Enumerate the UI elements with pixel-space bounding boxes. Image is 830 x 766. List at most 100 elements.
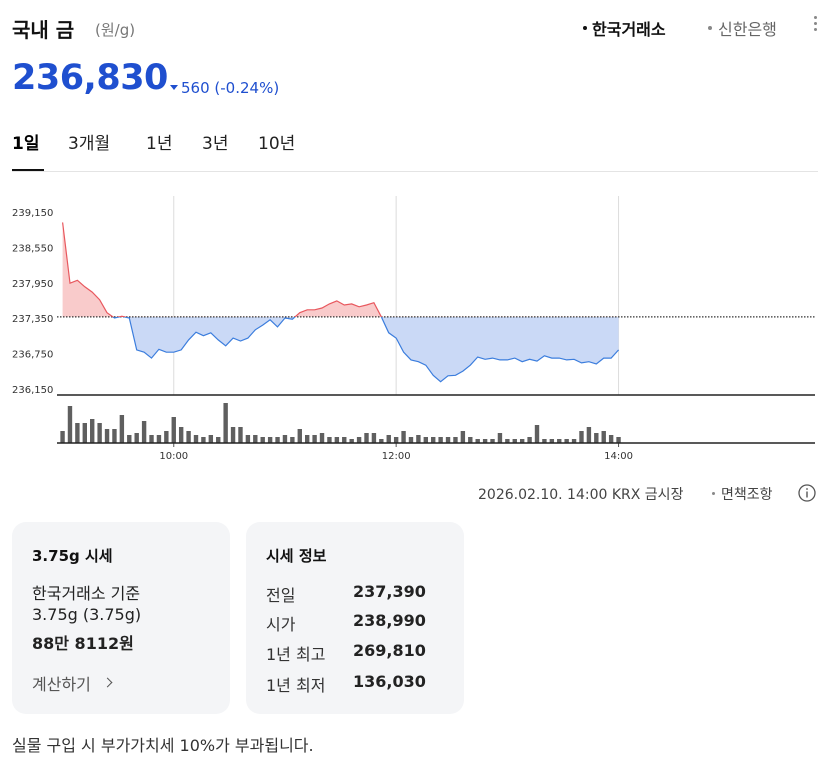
page-title: 국내 금	[12, 18, 75, 42]
volume-bar	[290, 437, 295, 443]
volume-bar	[245, 435, 251, 443]
price-area	[62, 222, 619, 382]
volume-bar	[475, 439, 480, 443]
disclaimer-link[interactable]: 면책조항	[721, 487, 773, 503]
volume-bar	[564, 439, 569, 443]
volume-bar	[401, 431, 406, 443]
volume-bar	[201, 437, 206, 443]
source-tab[interactable]: 신한은행	[718, 20, 777, 39]
volume-bar	[267, 437, 273, 443]
volume-bar	[393, 437, 399, 443]
volume-bar	[127, 435, 132, 443]
volume-bar	[334, 437, 340, 443]
card	[12, 522, 230, 714]
volume-bar	[186, 431, 191, 443]
volume-bar	[408, 437, 414, 443]
card	[246, 522, 464, 714]
x-tick-label: 10:00	[159, 451, 188, 462]
volume-bar	[497, 433, 503, 443]
volume-bar	[164, 431, 169, 443]
volume-bar	[468, 437, 473, 443]
volume-bar	[119, 415, 125, 443]
volume-bar	[230, 427, 236, 443]
bullet	[708, 26, 712, 30]
volume-bar	[386, 435, 391, 443]
volume-bar	[431, 437, 436, 443]
volume-bar	[453, 437, 458, 443]
volume-bar	[141, 421, 147, 443]
row-label: 시가	[266, 615, 296, 634]
period-tab[interactable]: 1일	[12, 134, 40, 154]
more-button[interactable]	[814, 16, 818, 36]
volume-bar	[534, 425, 540, 443]
volume-bar	[297, 429, 302, 443]
source-tab[interactable]: 한국거래소	[592, 20, 666, 39]
volume-bar	[193, 435, 199, 443]
row-label: 1년 최고	[266, 645, 326, 664]
change-rate: (-0.24%)	[214, 79, 280, 97]
volume-bar	[505, 439, 510, 443]
volume-bar	[579, 431, 584, 443]
row-value: 136,030	[353, 672, 426, 691]
footer-note: 실물 구입 시 부가가치세 10%가 부과됩니다.	[12, 736, 314, 755]
volume-bar	[571, 439, 577, 443]
calc-link[interactable]: 계산하기	[32, 675, 91, 694]
change-amount: 560	[181, 79, 210, 97]
volume-bar	[616, 437, 621, 443]
info-icon[interactable]	[797, 483, 817, 503]
period-tab[interactable]: 3년	[202, 134, 229, 154]
volume-bar	[460, 431, 466, 443]
row-value: 237,390	[353, 582, 426, 601]
volume-bar	[260, 437, 265, 443]
volume-bar	[178, 427, 184, 443]
card-title: 3.75g 시세	[32, 547, 113, 565]
period-tab[interactable]: 10년	[258, 134, 296, 154]
chart: 10:00 12:00 14:00 239,150 238,550 237,950 237,…	[12, 196, 815, 462]
volume-bar	[549, 439, 555, 443]
y-tick-label: 239,150	[12, 208, 53, 219]
volume-bar	[608, 435, 614, 443]
unit: (원/g)	[95, 21, 136, 39]
volume-bar	[82, 423, 87, 443]
volume-bar	[490, 439, 495, 443]
chart-source: 2026.02.10. 14:00 KRX 금시장	[478, 487, 684, 503]
row-value: 238,990	[353, 611, 426, 630]
volume-bar	[482, 439, 488, 443]
price: 236,830	[12, 58, 168, 98]
change: 560 (-0.24%)	[181, 79, 279, 97]
y-tick-label: 236,750	[12, 350, 53, 361]
volume-bar	[416, 435, 421, 443]
volume-bar	[216, 437, 221, 443]
x-tick-label: 14:00	[604, 451, 633, 462]
down-icon	[170, 85, 178, 90]
active-tab-indicator	[12, 169, 44, 171]
y-tick-label: 238,550	[12, 243, 53, 254]
card-title: 시세 정보	[266, 547, 327, 565]
volume-bar	[223, 403, 228, 443]
y-tick-label: 237,350	[12, 314, 53, 325]
volume-bar	[527, 437, 532, 443]
volume-bar	[542, 439, 547, 443]
row-value: 269,810	[353, 641, 426, 660]
volume-bar	[282, 435, 288, 443]
card-line: 88만 8112원	[32, 634, 134, 653]
row-label: 전일	[266, 586, 296, 605]
volume-bar	[90, 419, 95, 443]
volume-bar	[134, 433, 139, 443]
volume-bar	[519, 439, 525, 443]
row-label: 1년 최저	[266, 676, 326, 695]
volume-bar	[156, 435, 162, 443]
volume-bar	[371, 433, 377, 443]
volume-bar	[171, 417, 176, 443]
volume-bar	[238, 427, 243, 443]
volume-bar	[438, 437, 443, 443]
period-tab[interactable]: 1년	[146, 134, 173, 154]
x-tick-label: 12:00	[382, 451, 411, 462]
volume-bar	[356, 437, 362, 443]
y-tick-label: 236,150	[12, 385, 53, 396]
volume-bar	[512, 439, 517, 443]
period-tab[interactable]: 3개월	[68, 134, 111, 154]
volume-bar	[149, 435, 154, 443]
divider	[12, 171, 818, 172]
